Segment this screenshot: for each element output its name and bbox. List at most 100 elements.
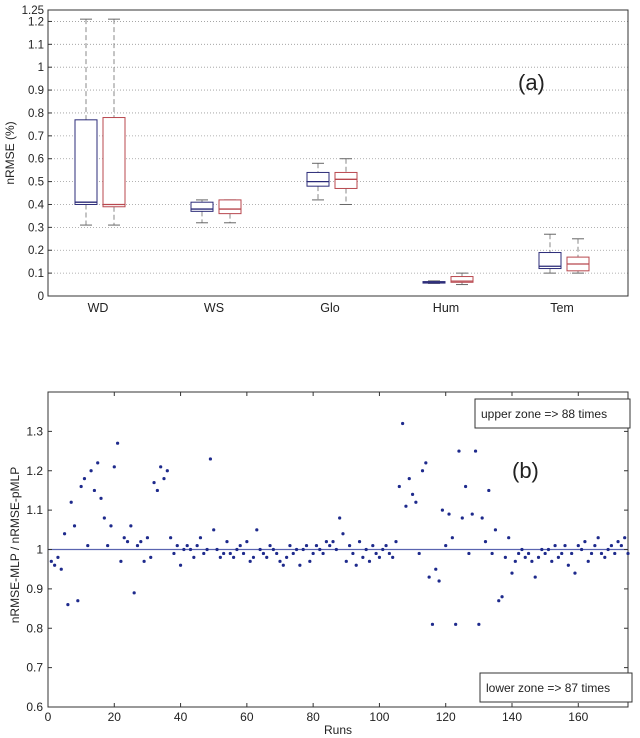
box-hum-series-1: [422, 280, 446, 284]
y-tick-label: 0.1: [28, 268, 44, 280]
x-tick-label: 80: [306, 710, 320, 724]
y-tick-label: 1.1: [28, 39, 44, 51]
data-point: [487, 488, 491, 493]
data-point: [460, 516, 464, 520]
data-point: [517, 551, 521, 556]
data-point: [430, 622, 435, 626]
data-point: [609, 543, 614, 548]
x-axis-category-labels: WD WS Glo Hum Tem: [88, 301, 574, 315]
data-point: [503, 555, 507, 559]
box: [218, 199, 242, 215]
x-category-label: Hum: [433, 301, 459, 315]
data-point: [185, 543, 189, 548]
data-point: [397, 484, 401, 489]
data-point: [490, 551, 494, 556]
data-point: [394, 540, 398, 544]
data-point: [404, 504, 408, 508]
grid-lines: [48, 21, 628, 274]
x-tick-label: 60: [240, 710, 254, 724]
data-point: [401, 421, 405, 426]
data-point: [89, 469, 93, 473]
data-point: [294, 547, 299, 552]
data-point: [145, 536, 150, 540]
box: [538, 252, 562, 270]
data-point: [129, 524, 133, 528]
x-tick-label: 100: [369, 710, 389, 724]
data-point: [563, 543, 567, 548]
data-point: [477, 622, 481, 626]
data-point: [132, 591, 136, 595]
box: [306, 171, 330, 187]
annotation-box: [479, 672, 633, 703]
box: [102, 117, 126, 208]
data-point: [169, 536, 173, 540]
y-tick-label: 1.1: [26, 503, 43, 517]
data-point: [417, 551, 421, 556]
data-point: [205, 547, 209, 552]
data-point: [49, 559, 53, 563]
data-point: [367, 559, 372, 563]
data-point: [265, 555, 269, 559]
data-point: [135, 543, 140, 548]
data-point: [447, 512, 451, 516]
data-points: [49, 421, 630, 626]
x-tick-label: 160: [568, 710, 588, 724]
data-point: [62, 532, 67, 536]
data-point: [606, 547, 610, 552]
data-point: [364, 547, 368, 552]
data-point: [288, 543, 292, 548]
data-point: [420, 469, 425, 473]
data-point: [348, 543, 352, 548]
data-point: [483, 540, 488, 544]
data-point: [450, 536, 454, 540]
data-point: [414, 500, 418, 504]
data-point: [410, 492, 415, 496]
data-point: [248, 559, 252, 563]
box-tem-series-1: [538, 233, 562, 274]
data-point: [593, 543, 597, 548]
data-point: [437, 579, 441, 583]
data-point: [334, 547, 338, 552]
data-point: [275, 551, 279, 556]
data-point: [387, 551, 391, 556]
data-point: [560, 551, 564, 556]
x-tick-label: 20: [108, 710, 122, 724]
y-tick-label: 0.6: [26, 700, 43, 714]
data-point: [510, 571, 514, 575]
data-point: [245, 540, 249, 544]
data-point: [566, 563, 570, 567]
data-point: [291, 551, 295, 556]
data-point: [178, 563, 183, 567]
x-category-label: WD: [88, 301, 109, 315]
y-axis-ticks: 0 0.1 0.2 0.3 0.4 0.5 0.6 0.7 0.8 0.9 1 1.1 1.21.25: [22, 5, 52, 303]
x-tick-label: 40: [174, 710, 188, 724]
data-point: [377, 555, 382, 559]
data-point: [533, 575, 537, 579]
data-point: [222, 551, 226, 556]
data-point: [391, 555, 395, 559]
scatter-panel: 0.6 0.7 0.8 0.9 1 1.1 1.2 1.3 0 20 40 60 80 100 120 14…: [8, 391, 633, 737]
data-point: [324, 540, 328, 544]
y-tick-label: 0.9: [26, 582, 43, 596]
data-point: [427, 575, 431, 579]
data-point: [235, 547, 239, 552]
data-point: [53, 563, 57, 567]
data-point: [251, 555, 256, 559]
data-point: [311, 551, 315, 556]
y-axis-label: nRMSE (%): [3, 121, 17, 184]
data-point: [175, 543, 179, 548]
data-point: [152, 480, 156, 485]
data-point: [513, 559, 517, 563]
x-category-label: Glo: [320, 301, 340, 315]
y-axis-ticks: 0.6 0.7 0.8 0.9 1 1.1 1.2 1.3: [26, 424, 628, 714]
data-point: [580, 547, 584, 552]
y-tick-label: 0.9: [28, 85, 44, 97]
data-point: [623, 536, 627, 540]
data-point: [258, 547, 262, 552]
data-point: [613, 551, 617, 556]
box-ws-series-2: [218, 199, 242, 224]
y-tick-label: 0.3: [28, 222, 44, 234]
data-point: [454, 622, 458, 626]
data-point: [381, 547, 385, 552]
data-point: [79, 484, 83, 489]
